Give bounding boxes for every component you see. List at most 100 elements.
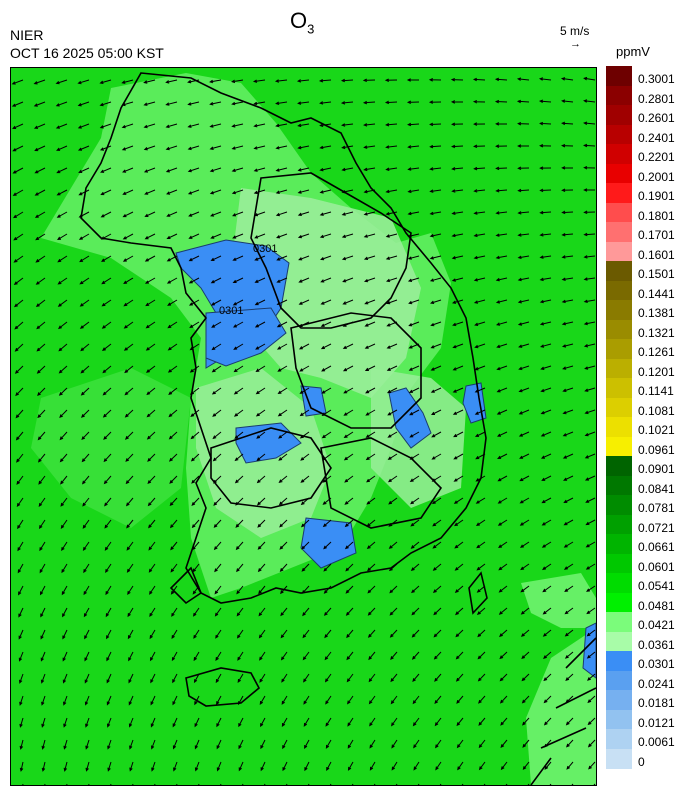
wind-arrow-icon bbox=[105, 607, 112, 618]
wind-arrow-icon bbox=[319, 211, 332, 216]
wind-arrow-icon bbox=[172, 695, 178, 706]
wind-arrow-icon bbox=[367, 585, 376, 594]
wind-arrow-icon bbox=[320, 343, 332, 350]
wind-arrow-icon bbox=[34, 167, 46, 174]
wind-arrow-icon bbox=[170, 585, 178, 595]
colorbar-segment bbox=[606, 202, 632, 223]
colorbar-segment bbox=[606, 417, 632, 437]
wind-arrow-icon bbox=[187, 145, 200, 151]
title-subscript: 3 bbox=[307, 21, 315, 37]
wind-arrow-icon bbox=[103, 431, 112, 440]
wind-arrow-icon bbox=[123, 277, 134, 285]
wind-arrow-icon bbox=[281, 695, 288, 705]
colorbar-segment bbox=[606, 670, 632, 691]
wind-arrow-icon bbox=[362, 78, 376, 83]
wind-arrow-icon bbox=[517, 277, 530, 282]
wind-arrow-icon bbox=[233, 365, 244, 373]
wind-arrow-icon bbox=[106, 695, 112, 706]
wind-arrow-icon bbox=[101, 343, 112, 351]
wind-arrow-icon bbox=[60, 497, 68, 507]
wind-arrow-icon bbox=[128, 717, 134, 728]
wind-arrow-icon bbox=[473, 211, 486, 215]
wind-arrow-icon bbox=[347, 761, 354, 771]
ozone-map: 0301 0301 bbox=[10, 67, 597, 786]
wind-arrow-icon bbox=[408, 365, 420, 371]
wind-arrow-icon bbox=[304, 761, 310, 772]
wind-arrow-icon bbox=[518, 431, 530, 437]
wind-arrow-icon bbox=[124, 365, 134, 374]
wind-arrow-icon bbox=[233, 409, 244, 417]
wind-arrow-icon bbox=[259, 651, 266, 661]
wind-arrow-icon bbox=[231, 101, 244, 106]
wind-arrow-icon bbox=[104, 541, 112, 551]
wind-arrow-icon bbox=[209, 79, 222, 84]
wind-arrow-icon bbox=[188, 255, 200, 262]
wind-arrow-icon bbox=[85, 761, 90, 772]
wind-arrow-icon bbox=[431, 475, 442, 482]
wind-arrow-icon bbox=[101, 321, 112, 329]
wind-arrow-icon bbox=[259, 673, 266, 683]
wind-arrow-icon bbox=[452, 387, 464, 393]
wind-arrow-icon bbox=[454, 563, 464, 571]
wind-arrow-icon bbox=[413, 761, 420, 771]
wind-arrow-icon bbox=[165, 101, 178, 106]
wind-arrow-icon bbox=[12, 167, 24, 174]
wind-arrow-icon bbox=[213, 519, 222, 528]
wind-arrow-icon bbox=[451, 255, 464, 260]
wind-arrow-icon bbox=[345, 585, 354, 594]
wind-arrow-icon bbox=[60, 475, 68, 485]
wind-arrow-icon bbox=[517, 255, 530, 259]
wind-arrow-icon bbox=[561, 321, 574, 326]
wind-arrow-icon bbox=[385, 211, 398, 216]
wind-arrow-icon bbox=[429, 189, 442, 193]
wind-arrow-icon bbox=[63, 695, 68, 706]
wind-arrow-icon bbox=[410, 497, 420, 505]
wind-arrow-icon bbox=[366, 541, 376, 550]
wind-arrow-icon bbox=[274, 79, 288, 83]
wind-arrow-icon bbox=[212, 431, 222, 440]
wind-arrow-icon bbox=[343, 409, 354, 416]
wind-arrow-icon bbox=[520, 585, 530, 593]
wind-arrow-icon bbox=[522, 717, 530, 726]
wind-arrow-icon bbox=[194, 695, 200, 706]
wind-arrow-icon bbox=[13, 277, 24, 286]
wind-arrow-icon bbox=[408, 387, 420, 393]
wind-arrow-icon bbox=[341, 123, 354, 127]
wind-arrow-icon bbox=[542, 563, 552, 571]
wind-arrow-icon bbox=[386, 365, 398, 371]
wind-arrow-icon bbox=[168, 409, 178, 418]
wind-arrow-icon bbox=[368, 651, 376, 661]
wind-arrow-icon bbox=[588, 761, 596, 770]
wind-arrow-icon bbox=[543, 695, 552, 704]
wind-arrow-icon bbox=[319, 233, 332, 239]
wind-arrow-icon bbox=[474, 387, 486, 393]
wind-arrow-icon bbox=[122, 189, 134, 195]
wind-arrow-icon bbox=[539, 321, 552, 326]
wind-arrow-icon bbox=[36, 321, 46, 330]
wind-arrow-icon bbox=[539, 255, 552, 259]
wind-arrow-icon bbox=[364, 299, 376, 305]
wind-arrow-icon bbox=[34, 189, 46, 196]
wind-arrow-icon bbox=[385, 233, 398, 238]
wind-arrow-icon bbox=[500, 739, 508, 748]
wind-arrow-icon bbox=[565, 673, 574, 681]
wind-arrow-icon bbox=[499, 629, 508, 638]
wind-arrow-icon bbox=[191, 497, 200, 506]
wind-arrow-icon bbox=[341, 233, 354, 238]
wind-arrow-icon bbox=[408, 321, 420, 327]
wind-arrow-icon bbox=[276, 321, 288, 328]
wind-arrow-icon bbox=[145, 299, 156, 307]
wind-arrow-icon bbox=[191, 519, 200, 529]
colorbar-tick-label: 0.0241 bbox=[638, 676, 675, 691]
wind-arrow-icon bbox=[35, 299, 46, 307]
wind-arrow-icon bbox=[59, 409, 68, 419]
wind-arrow-icon bbox=[255, 365, 266, 372]
wind-arrow-icon bbox=[583, 121, 596, 126]
wind-arrow-icon bbox=[474, 365, 486, 371]
wind-arrow-icon bbox=[363, 211, 376, 216]
wind-arrow-icon bbox=[321, 387, 332, 394]
wind-arrow-icon bbox=[15, 409, 24, 419]
colorbar-tick-label: 0.1141 bbox=[638, 384, 674, 398]
wind-arrow-icon bbox=[561, 299, 574, 304]
wind-arrow-icon bbox=[231, 79, 244, 84]
